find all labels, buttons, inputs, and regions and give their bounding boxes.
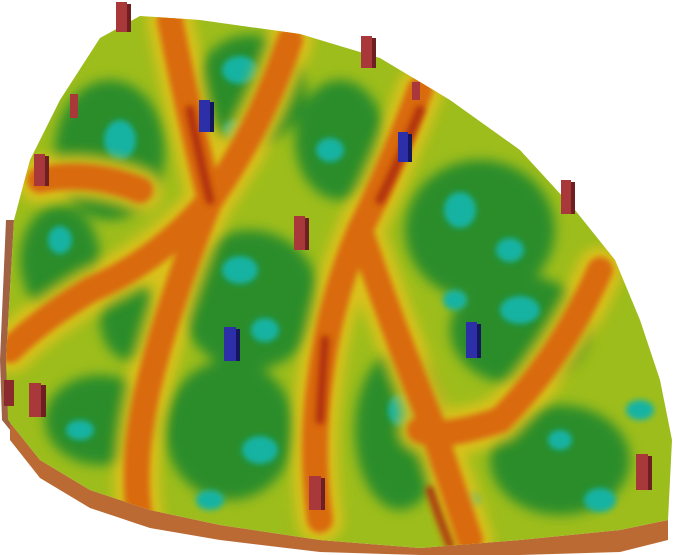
slab-side-faces [0,220,668,555]
well-markers [4,2,652,510]
producer-well[interactable] [4,380,14,406]
producer-well[interactable] [294,216,309,250]
peak-value-ridges [185,105,455,548]
producer-well[interactable] [309,476,325,510]
injector-well[interactable] [224,327,240,361]
producer-well[interactable] [116,2,131,32]
producer-well[interactable] [636,454,652,490]
producer-well[interactable] [70,94,78,118]
injector-well[interactable] [199,100,214,132]
producer-well[interactable] [29,383,46,417]
producer-well[interactable] [561,180,575,214]
producer-well[interactable] [361,36,376,68]
injector-well[interactable] [398,132,412,162]
producer-well[interactable] [412,82,420,100]
injector-well[interactable] [466,322,481,358]
producer-well[interactable] [34,154,49,186]
high-value-ridges [6,16,613,548]
